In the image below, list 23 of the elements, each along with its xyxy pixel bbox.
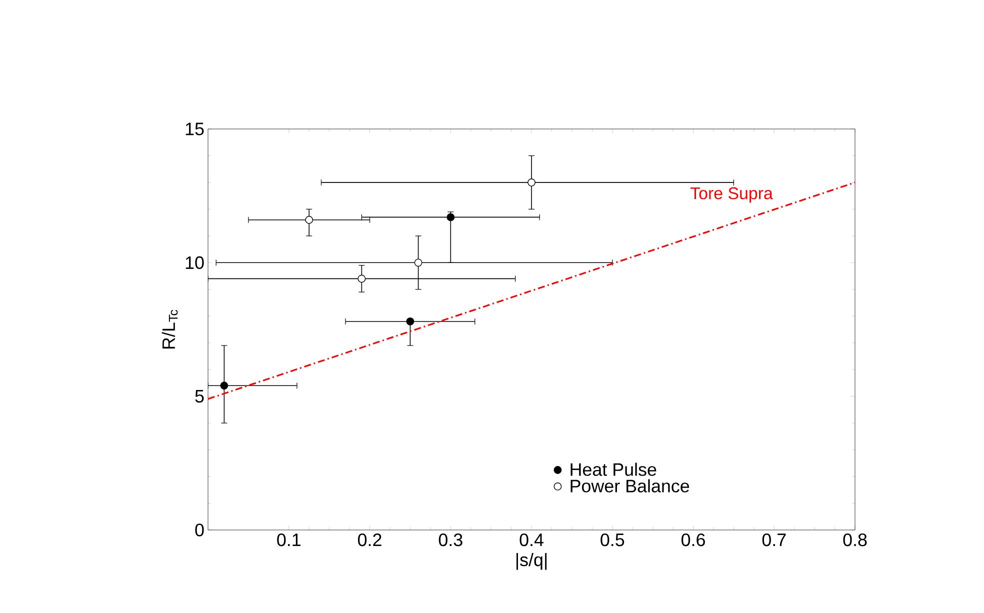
x-tick-label: 0.6 — [682, 533, 705, 546]
legend-label: Power Balance — [570, 479, 690, 492]
point — [414, 258, 422, 267]
point — [528, 178, 536, 186]
y-tick-label: 15 — [186, 122, 204, 136]
y-tick-label: 0 — [195, 524, 204, 536]
y-tick-label: 10 — [186, 256, 204, 269]
point — [305, 216, 314, 224]
x-tick-label: 0.1 — [277, 533, 300, 546]
legend-label: Heat Pulse — [570, 462, 656, 476]
x-axis-title: |s/q| — [516, 553, 547, 570]
x-tick-label: 0.5 — [600, 533, 624, 546]
y-axis-title: R/L$_{Tc}$ — [162, 310, 178, 348]
x-tick-label: 0.2 — [358, 533, 382, 546]
point — [220, 382, 228, 390]
series-label: Tore Supra — [690, 187, 773, 203]
x-tick-label: 0.8 — [843, 533, 867, 546]
x-tick-label: 0.7 — [762, 533, 786, 546]
point — [406, 318, 414, 326]
x-tick-label: 0.3 — [438, 533, 462, 546]
y-tick-label: 5 — [195, 390, 204, 403]
point — [358, 274, 366, 283]
x-tick-label: 0.4 — [520, 533, 544, 546]
